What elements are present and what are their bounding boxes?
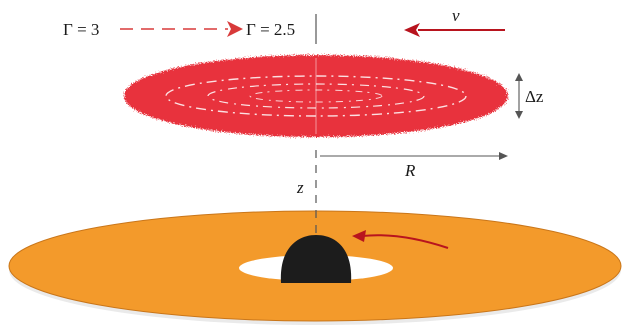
right-arrow-icon (499, 152, 508, 160)
gamma-end-label: Γ = 2.5 (246, 20, 295, 39)
height-label: z (296, 178, 304, 197)
up-arrow-icon (515, 73, 523, 81)
blob-ring-2 (207, 83, 425, 109)
velocity-label: v (452, 6, 460, 25)
down-arrow-icon (515, 111, 523, 119)
radius-dimension: R (320, 152, 508, 180)
right-arrow-icon (227, 21, 243, 37)
delta-z-dimension: Δz (515, 73, 544, 119)
radius-label: R (404, 161, 416, 180)
rotation-arrow-icon (352, 230, 449, 249)
red-blob (124, 55, 508, 137)
blob-ring-1 (165, 75, 467, 117)
delta-z-label: Δz (525, 87, 544, 106)
gamma-start-label: Γ = 3 (63, 20, 99, 39)
black-hole (280, 235, 352, 283)
gamma-transition: Γ = 3 Γ = 2.5 (63, 20, 295, 39)
velocity-indicator: v (404, 6, 505, 37)
black-hole-sphere (280, 235, 352, 283)
left-arrow-icon (404, 23, 420, 37)
